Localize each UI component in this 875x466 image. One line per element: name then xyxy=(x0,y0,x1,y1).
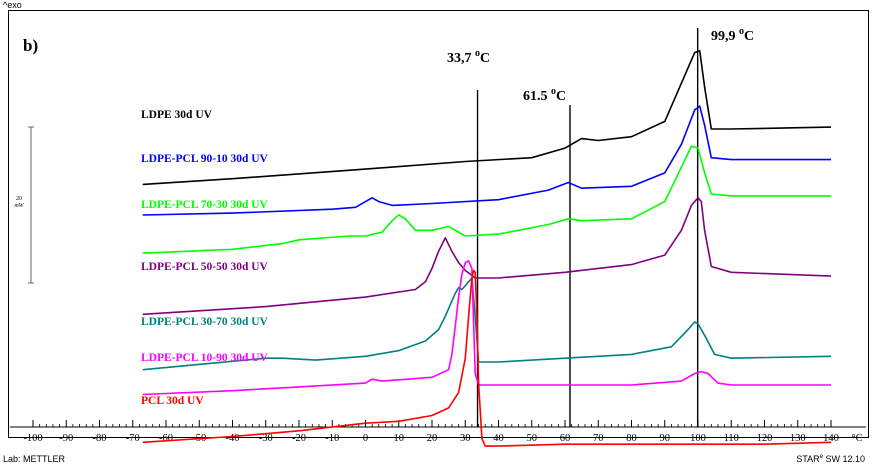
software-version: SW 12.10 xyxy=(823,454,865,464)
x-tick-label: 0 xyxy=(363,433,368,444)
scale-bar-value: 20 xyxy=(16,196,22,202)
x-tick-label: -90 xyxy=(59,433,73,444)
x-tick-label: 50 xyxy=(527,433,538,444)
x-tick-label: -10 xyxy=(325,433,339,444)
series-label: LDPE-PCL 70-30 30d UV xyxy=(141,199,269,211)
reference-line-label: 33,7 oC xyxy=(447,48,490,66)
x-tick-label: 30 xyxy=(460,433,471,444)
x-tick-label: 40 xyxy=(493,433,504,444)
series-line xyxy=(143,198,831,314)
x-tick-label: 110 xyxy=(724,433,739,444)
x-tick-label: 100 xyxy=(690,433,706,444)
scale-bar-unit: mW xyxy=(14,203,24,209)
x-tick-label: 120 xyxy=(757,433,773,444)
x-tick-label: -80 xyxy=(93,433,107,444)
x-tick-label: -100 xyxy=(23,433,42,444)
reference-line-label: 61.5 oC xyxy=(523,86,566,104)
reference-line-label: 99,9 oC xyxy=(711,26,754,44)
software-brand: STAR xyxy=(796,454,819,464)
series-label: LDPE-PCL 90-10 30d UV xyxy=(141,153,269,165)
x-tick-label: 60 xyxy=(560,433,571,444)
footer-lab-label: Lab: METTLER xyxy=(3,454,65,464)
x-tick-label: 10 xyxy=(394,433,405,444)
series-label: LDPE 30d UV xyxy=(141,109,213,121)
series-label: PCL 30d UV xyxy=(141,395,204,407)
x-tick-label: -60 xyxy=(159,433,173,444)
series-label: LDPE-PCL 10-90 30d UV xyxy=(141,352,269,364)
x-tick-label: 90 xyxy=(660,433,671,444)
x-tick-label: -20 xyxy=(292,433,306,444)
footer-software-version: STARe SW 12.10 xyxy=(796,454,865,464)
series-label: LDPE-PCL 50-50 30d UV xyxy=(141,261,269,273)
x-tick-label: -70 xyxy=(126,433,140,444)
x-axis-unit-label: °C xyxy=(851,433,862,444)
x-tick-label: 70 xyxy=(593,433,604,444)
panel-label: b) xyxy=(23,36,38,55)
x-tick-label: 20 xyxy=(427,433,438,444)
x-tick-label: 80 xyxy=(626,433,637,444)
x-tick-label: -40 xyxy=(226,433,240,444)
series-label: LDPE-PCL 30-70 30d UV xyxy=(141,316,269,328)
